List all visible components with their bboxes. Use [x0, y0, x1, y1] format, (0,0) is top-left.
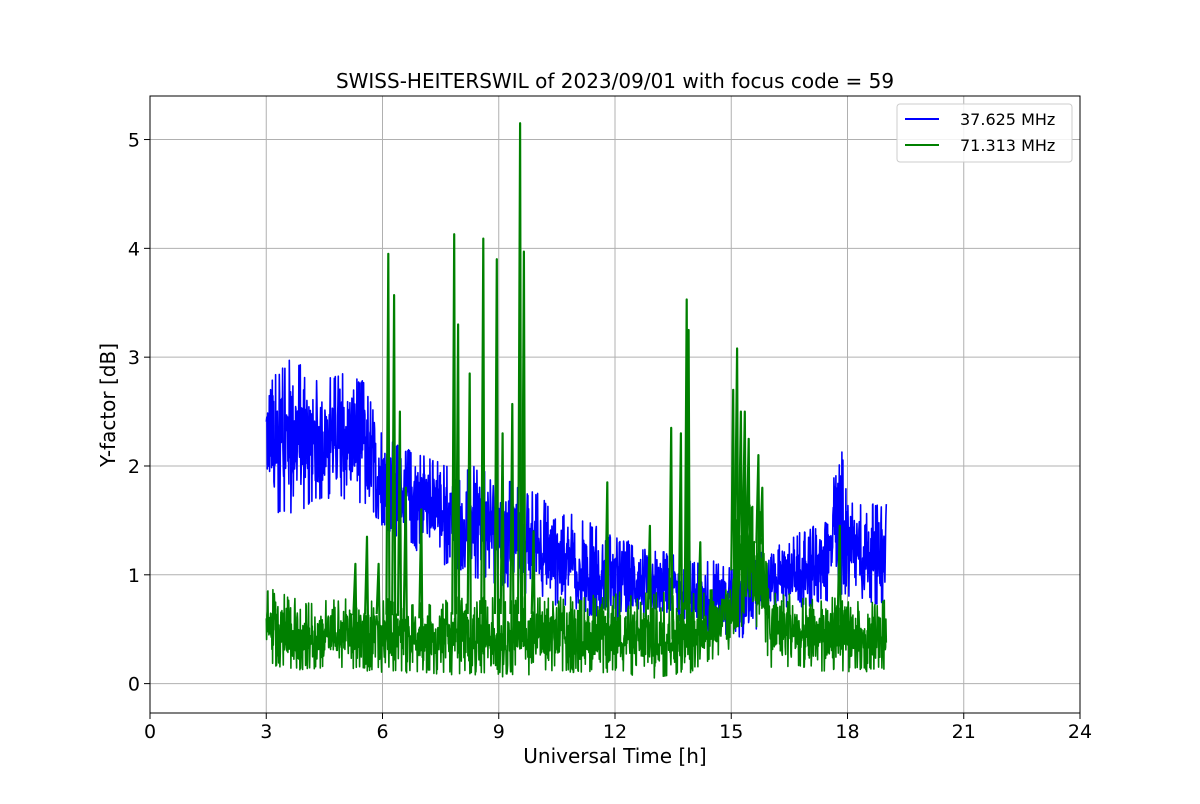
y-tick-label: 0: [128, 674, 140, 696]
series-spike: [509, 402, 515, 642]
x-axis-label: Universal Time [h]: [523, 744, 706, 768]
series-spike: [697, 541, 703, 639]
series-spike: [396, 410, 403, 644]
series-spike: [466, 372, 472, 642]
series-spike: [385, 252, 391, 643]
y-tick-label: 4: [128, 238, 140, 260]
series-spike: [759, 486, 765, 601]
legend-label: 71.313 MHz: [960, 136, 1055, 155]
series-spike: [451, 233, 457, 643]
x-tick-label: 9: [493, 721, 505, 743]
x-tick-label: 15: [719, 721, 743, 743]
series-spike: [685, 328, 691, 640]
x-tick-label: 6: [376, 721, 388, 743]
y-tick-label: 5: [128, 130, 140, 152]
series-layer: [265, 122, 888, 679]
x-tick-label: 21: [952, 721, 976, 743]
series-spike: [517, 122, 523, 642]
series-spike: [668, 426, 674, 640]
series-spike: [493, 258, 500, 642]
series-spike: [520, 250, 527, 642]
series-spike: [530, 530, 536, 642]
x-tick-label: 0: [144, 721, 156, 743]
series-spike: [364, 535, 370, 643]
series-spike: [737, 410, 744, 596]
series-spike: [480, 237, 486, 642]
series-line-2: [265, 498, 888, 679]
x-tick-label: 3: [260, 721, 272, 743]
x-tick-label: 18: [835, 721, 859, 743]
y-axis-label: Y-factor [dB]: [96, 343, 120, 468]
x-tick-label: 12: [603, 721, 627, 743]
y-tick-label: 2: [128, 456, 140, 478]
series-spike: [499, 432, 505, 642]
chart-title: SWISS-HEITERSWIL of 2023/09/01 with focu…: [336, 69, 894, 93]
series-spike: [677, 432, 684, 640]
series-spike: [455, 323, 461, 643]
series-spike: [391, 294, 397, 643]
series-spike: [402, 486, 408, 644]
series-line-1: [265, 359, 888, 639]
series-spike: [352, 562, 358, 643]
y-tick-label: 1: [128, 565, 140, 587]
legend-label: 37.625 MHz: [960, 110, 1055, 129]
series-spike: [755, 454, 761, 600]
legend: 37.625 MHz 71.313 MHz: [896, 103, 1073, 163]
series-spike: [745, 437, 751, 598]
x-tick-label: 24: [1068, 721, 1092, 743]
series-spike: [375, 562, 381, 642]
series-spike: [646, 524, 653, 640]
series-spike: [836, 524, 842, 642]
series-spike: [741, 410, 748, 597]
series-spike: [418, 508, 424, 645]
legend-box: [896, 103, 1073, 163]
y-tick-label: 3: [128, 347, 140, 369]
series-spike: [730, 388, 736, 616]
series-spike: [734, 347, 740, 596]
series-spike: [604, 481, 610, 640]
